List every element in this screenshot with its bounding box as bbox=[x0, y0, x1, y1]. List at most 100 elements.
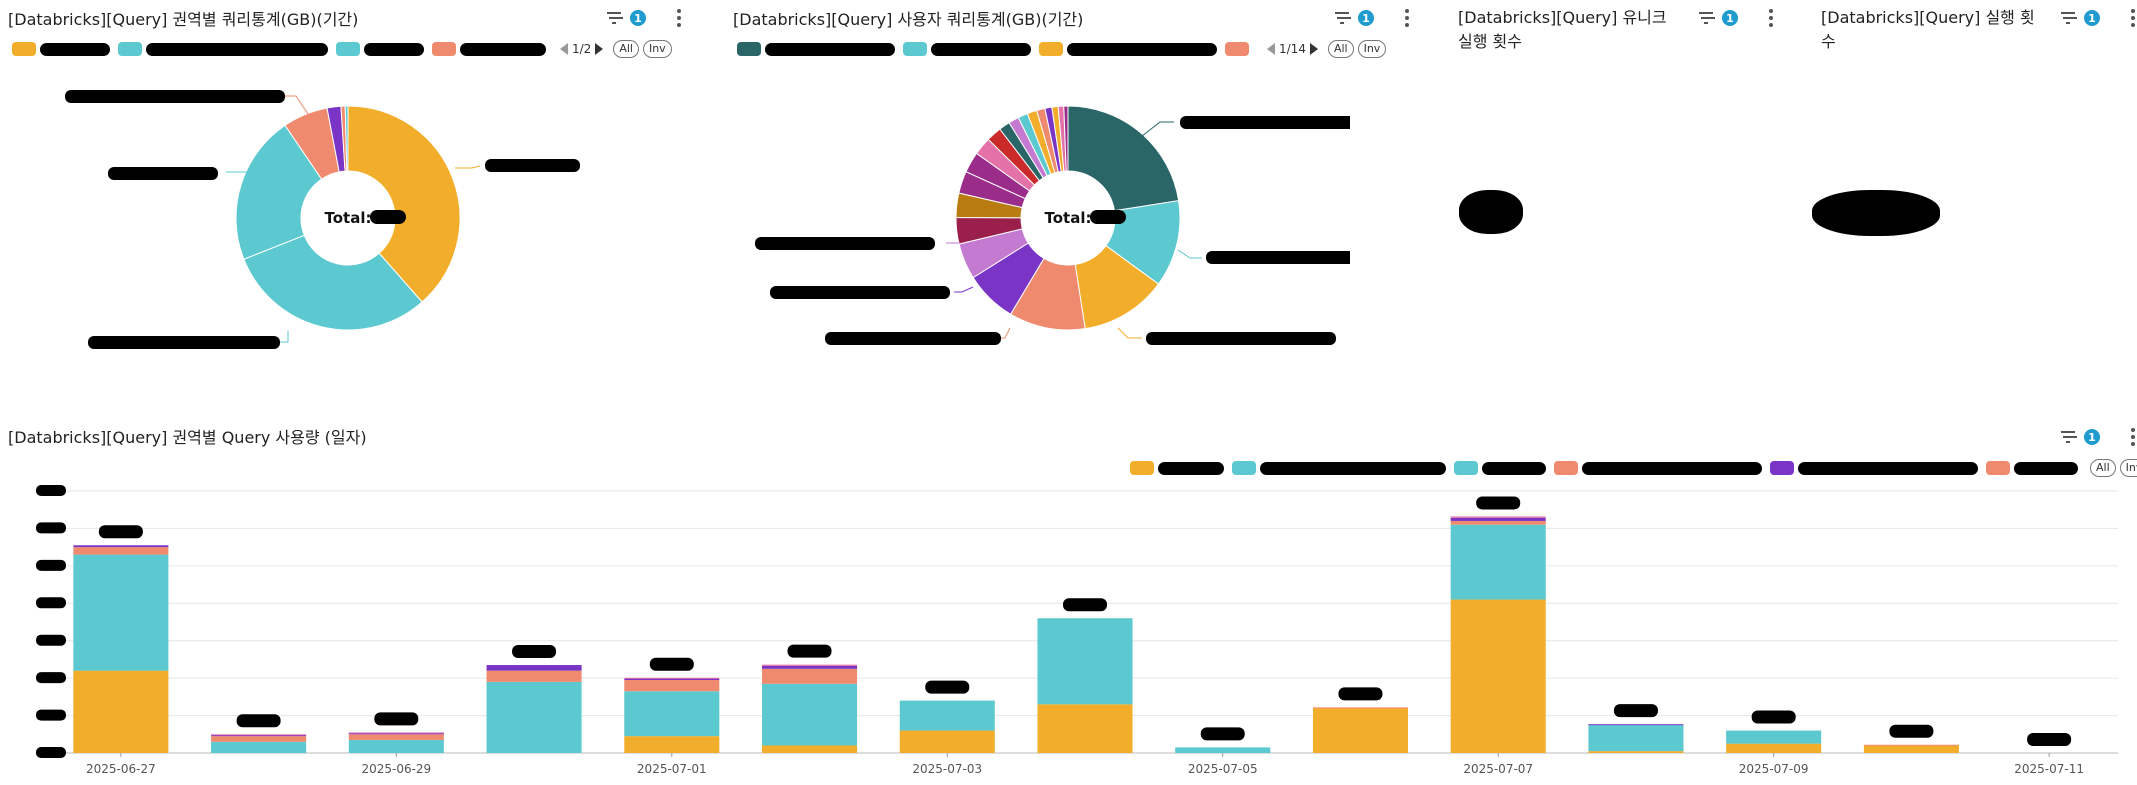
bar-segment[interactable] bbox=[486, 665, 582, 671]
bar-segment[interactable] bbox=[1450, 524, 1546, 600]
bar-segment[interactable] bbox=[1175, 747, 1271, 753]
bar-segment[interactable] bbox=[624, 736, 720, 753]
more-menu-icon[interactable] bbox=[672, 9, 686, 27]
legend-item[interactable] bbox=[336, 42, 424, 56]
daily-stacked-bar-chart: 2025-06-27 2025-06-29 2025-07-01 2025-07-03… bbox=[36, 485, 2118, 776]
legend-item[interactable] bbox=[1232, 461, 1446, 475]
bar-segment[interactable] bbox=[1588, 751, 1684, 753]
legend-all-button[interactable]: All bbox=[2090, 459, 2116, 477]
pie-slice[interactable] bbox=[243, 234, 423, 331]
legend-all-button[interactable]: All bbox=[1327, 40, 1354, 58]
bar-segment[interactable] bbox=[1450, 517, 1546, 521]
filter-icon[interactable] bbox=[1334, 10, 1350, 26]
redacted-data-label bbox=[925, 680, 970, 694]
legend-item[interactable] bbox=[903, 42, 1031, 56]
bar-segment[interactable] bbox=[73, 547, 169, 555]
bar-segment[interactable] bbox=[73, 545, 169, 548]
pie-slice[interactable] bbox=[235, 124, 323, 260]
bar-segment[interactable] bbox=[624, 691, 720, 737]
bar-segment[interactable] bbox=[762, 664, 858, 666]
bar-segment[interactable] bbox=[1863, 745, 1959, 753]
legend-item[interactable] bbox=[1225, 42, 1253, 56]
bar-segment[interactable] bbox=[1863, 744, 1959, 746]
bar-segment[interactable] bbox=[762, 745, 858, 753]
bar-segment[interactable] bbox=[1726, 743, 1822, 753]
bar-segment[interactable] bbox=[1450, 599, 1546, 753]
bar-segment[interactable] bbox=[1588, 724, 1684, 726]
bar-segment[interactable] bbox=[486, 681, 582, 753]
bar-segment[interactable] bbox=[348, 733, 444, 735]
bar-segment[interactable] bbox=[1450, 516, 1546, 518]
legend-item[interactable] bbox=[1986, 461, 2078, 475]
bar-segment[interactable] bbox=[211, 736, 307, 742]
filter-icon[interactable] bbox=[1698, 10, 1714, 26]
bar-segment[interactable] bbox=[1588, 724, 1684, 752]
bar-segment[interactable] bbox=[1037, 704, 1133, 753]
bar-segment[interactable] bbox=[73, 554, 169, 671]
bar-segment[interactable] bbox=[211, 735, 307, 737]
filter-icon[interactable] bbox=[2060, 10, 2076, 26]
filter-count-badge[interactable]: 1 bbox=[2084, 10, 2100, 26]
legend-item[interactable] bbox=[1454, 461, 1546, 475]
legend-prev-button[interactable] bbox=[560, 43, 568, 55]
bar-segment[interactable] bbox=[1312, 708, 1408, 753]
legend-item[interactable] bbox=[118, 42, 328, 56]
bar-segment[interactable] bbox=[1726, 730, 1822, 744]
panel-title: [Databricks][Query] 사용자 쿼리통계(GB)(기간) bbox=[733, 10, 1084, 29]
redacted-slice-label bbox=[485, 159, 580, 172]
bar-segment[interactable] bbox=[348, 739, 444, 753]
filter-count-badge[interactable]: 1 bbox=[630, 10, 646, 26]
more-menu-icon[interactable] bbox=[2126, 428, 2137, 446]
bar-segment[interactable] bbox=[624, 677, 720, 679]
bar-segment[interactable] bbox=[73, 670, 169, 753]
bar-segment[interactable] bbox=[899, 730, 995, 753]
pie-slice[interactable] bbox=[347, 105, 461, 303]
more-menu-icon[interactable] bbox=[1764, 9, 1778, 27]
panel-title: [Databricks][Query] 권역별 쿼리통계(GB)(기간) bbox=[8, 10, 359, 29]
legend-item[interactable] bbox=[432, 42, 546, 56]
x-tick-label: 2025-07-09 bbox=[1739, 762, 1809, 776]
bar-segment[interactable] bbox=[762, 683, 858, 746]
more-menu-icon[interactable] bbox=[1400, 9, 1414, 27]
filter-count-badge[interactable]: 1 bbox=[1358, 10, 1374, 26]
panel-title: [Databricks][Query] 유니크 실행 횟수 bbox=[1458, 8, 1667, 51]
legend-inv-button[interactable]: Inv bbox=[2119, 459, 2137, 477]
bar-segment[interactable] bbox=[211, 741, 307, 753]
filter-icon[interactable] bbox=[606, 10, 622, 26]
pie-slice[interactable] bbox=[344, 105, 349, 172]
leader-line bbox=[954, 286, 974, 293]
bar-segment[interactable] bbox=[624, 678, 720, 681]
more-menu-icon[interactable] bbox=[2126, 9, 2137, 27]
bar-segment[interactable] bbox=[624, 680, 720, 692]
bar-segment[interactable] bbox=[899, 700, 995, 731]
bar-segment[interactable] bbox=[762, 665, 858, 669]
legend-next-button[interactable] bbox=[595, 43, 604, 55]
bar-segment[interactable] bbox=[211, 734, 307, 736]
filter-count-badge[interactable]: 1 bbox=[1722, 10, 1738, 26]
pie-slice[interactable] bbox=[1067, 105, 1180, 212]
legend-item[interactable] bbox=[12, 42, 110, 56]
legend-item[interactable] bbox=[1130, 461, 1224, 475]
bar-segment[interactable] bbox=[1312, 707, 1408, 709]
legend-next-button[interactable] bbox=[1309, 43, 1318, 55]
bar-segment[interactable] bbox=[348, 734, 444, 740]
redacted-y-tick-label bbox=[36, 709, 66, 721]
pie-slice[interactable] bbox=[1063, 105, 1069, 172]
filter-icon[interactable] bbox=[2060, 429, 2076, 445]
legend-item[interactable] bbox=[1554, 461, 1762, 475]
legend-inv-button[interactable]: Inv bbox=[642, 40, 672, 58]
filter-count-badge[interactable]: 1 bbox=[2084, 429, 2100, 445]
bar-segment[interactable] bbox=[1037, 618, 1133, 705]
bar-segment[interactable] bbox=[1450, 520, 1546, 525]
bar-segment[interactable] bbox=[762, 668, 858, 684]
x-tick-label: 2025-07-11 bbox=[2014, 762, 2084, 776]
panel-title: [Databricks][Query] 실행 횟 수 bbox=[1821, 8, 2035, 51]
bar-segment[interactable] bbox=[486, 670, 582, 682]
legend-item[interactable] bbox=[1770, 461, 1978, 475]
legend-item[interactable] bbox=[737, 42, 895, 56]
legend-all-button[interactable]: All bbox=[613, 40, 639, 58]
legend-prev-button[interactable] bbox=[1267, 43, 1275, 55]
legend-inv-button[interactable]: Inv bbox=[1357, 40, 1387, 58]
bar-segment[interactable] bbox=[348, 732, 444, 734]
legend-item[interactable] bbox=[1039, 42, 1217, 56]
